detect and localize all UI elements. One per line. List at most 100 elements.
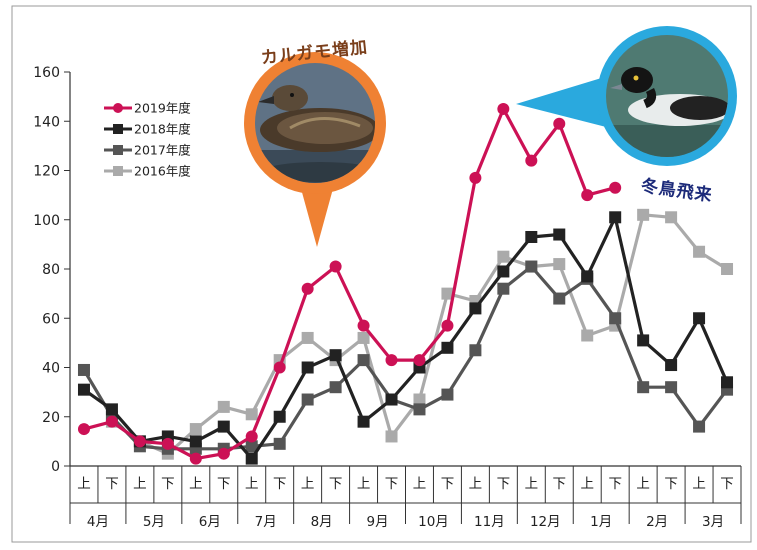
data-point <box>665 211 678 224</box>
data-point <box>189 423 202 436</box>
data-point <box>77 383 90 396</box>
y-tick-label: 0 <box>51 459 60 475</box>
y-tick-label: 20 <box>42 410 60 426</box>
series-2019年度 <box>77 102 622 465</box>
data-point <box>329 381 342 394</box>
legend-marker <box>113 124 123 134</box>
y-tick-label: 40 <box>42 361 60 377</box>
data-point <box>273 410 286 423</box>
data-point <box>273 361 286 374</box>
legend-label: 2018年度 <box>134 122 191 137</box>
callout-right-pointer <box>516 76 610 128</box>
x-half-label: 下 <box>161 476 175 492</box>
data-point <box>413 354 426 367</box>
x-month-label: 4月 <box>87 514 109 530</box>
data-point <box>553 258 566 271</box>
series-line <box>83 215 729 461</box>
data-point <box>105 415 118 428</box>
series-layer <box>77 102 734 465</box>
data-point <box>217 400 230 413</box>
y-tick-label: 120 <box>33 164 60 180</box>
data-point <box>301 331 314 344</box>
data-point <box>385 430 398 443</box>
x-half-label: 上 <box>580 476 594 492</box>
data-point <box>133 435 146 448</box>
x-half-label: 下 <box>553 476 567 492</box>
data-point <box>357 319 370 332</box>
y-tick-label: 80 <box>42 262 60 278</box>
y-tick-label: 160 <box>33 65 60 81</box>
x-category-table: 上下上下上下上下上下上下上下上下上下上下上下上下4月 5月 6月 7月 8月 9月 10月 1… <box>69 466 742 530</box>
data-point <box>497 102 510 115</box>
data-point <box>525 154 538 167</box>
x-half-label: 上 <box>469 476 483 492</box>
y-tick-label: 100 <box>33 213 60 229</box>
data-point <box>357 354 370 367</box>
data-point <box>609 211 622 224</box>
y-tick-label: 140 <box>33 114 60 130</box>
data-point <box>665 359 678 372</box>
data-point <box>245 430 258 443</box>
callout-left-pointer <box>300 185 334 247</box>
data-point <box>581 329 594 342</box>
data-point <box>553 292 566 305</box>
callout-left: カルガモ増加 <box>244 36 386 247</box>
data-point <box>413 393 426 406</box>
data-point <box>469 171 482 184</box>
x-month-label: 3月 <box>702 514 724 530</box>
legend-label: 2019年度 <box>134 101 191 116</box>
series-2017年度 <box>77 260 734 455</box>
y-tick-labels: 0 20 40 60 80 100 120 140 160 <box>33 65 70 475</box>
data-point <box>413 403 426 416</box>
legend-marker <box>113 145 123 155</box>
x-month-label: 5月 <box>143 514 165 530</box>
spot-billed-duck-photo <box>255 63 375 183</box>
x-half-label: 上 <box>413 476 427 492</box>
data-point <box>525 260 538 273</box>
x-month-label: 11月 <box>474 514 505 530</box>
data-point <box>273 437 286 450</box>
legend-label: 2016年度 <box>134 164 191 179</box>
x-month-label: 1月 <box>590 514 612 530</box>
legend-marker <box>113 103 123 113</box>
data-point <box>189 435 202 448</box>
x-half-label: 下 <box>105 476 119 492</box>
data-point <box>189 452 202 465</box>
data-point <box>665 381 678 394</box>
data-point <box>441 319 454 332</box>
x-half-label: 上 <box>636 476 650 492</box>
x-half-label: 下 <box>608 476 622 492</box>
y-tick-label: 60 <box>42 311 60 327</box>
series-line <box>110 213 728 456</box>
data-point <box>301 361 314 374</box>
data-point <box>609 181 622 194</box>
data-point <box>637 381 650 394</box>
x-half-label: 上 <box>77 476 91 492</box>
legend-label: 2017年度 <box>134 143 191 158</box>
series-line <box>82 264 729 451</box>
data-point <box>385 393 398 406</box>
data-point <box>357 331 370 344</box>
x-half-label: 上 <box>133 476 147 492</box>
x-month-label: 12月 <box>530 514 561 530</box>
x-half-label: 上 <box>357 476 371 492</box>
data-point <box>441 388 454 401</box>
data-point <box>245 408 258 421</box>
data-point <box>329 349 342 362</box>
outer-border <box>11 5 752 543</box>
data-point <box>217 447 230 460</box>
data-point <box>581 270 594 283</box>
data-point <box>77 423 90 436</box>
legend: 2019年度 2018年度 2017年度 2016年度 <box>104 101 191 179</box>
data-point <box>245 452 258 465</box>
x-month-label: 7月 <box>255 514 277 530</box>
x-half-label: 上 <box>301 476 315 492</box>
data-point <box>721 376 734 389</box>
data-point <box>301 393 314 406</box>
data-point <box>301 282 314 295</box>
data-point <box>441 287 454 300</box>
x-half-label: 下 <box>273 476 287 492</box>
x-half-label: 下 <box>664 476 678 492</box>
